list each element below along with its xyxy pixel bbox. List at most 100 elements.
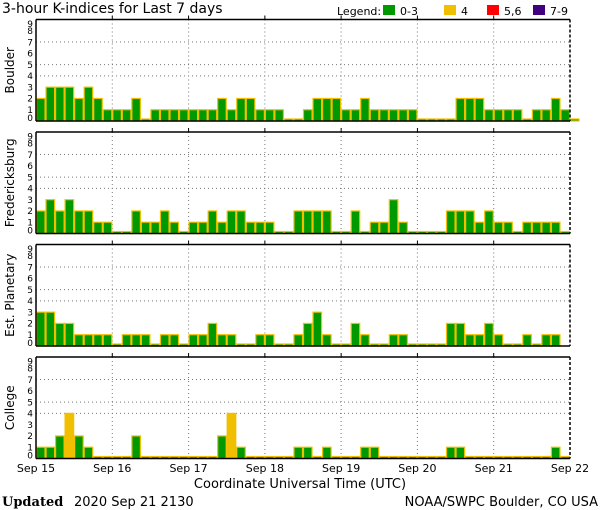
x-tick-label: Sep 16 (93, 462, 131, 475)
y-tick-label: 4 (27, 410, 33, 420)
bar (455, 97, 466, 122)
legend-swatch (533, 5, 545, 15)
x-tick-label: Sep 20 (398, 462, 436, 475)
bar (484, 322, 494, 347)
bar (236, 97, 246, 122)
bar (531, 109, 542, 122)
bar (102, 221, 113, 235)
bar (140, 334, 151, 347)
y-tick-label: 5 (27, 61, 33, 71)
bar (131, 210, 141, 235)
y-tick-label: 7 (27, 151, 33, 161)
bar (83, 86, 94, 122)
x-tick-label: Sep 21 (475, 462, 513, 475)
bar (445, 446, 456, 460)
bar (35, 97, 46, 122)
bar (93, 221, 103, 235)
bar (217, 221, 227, 235)
x-tick-label: Sep 19 (322, 462, 360, 475)
y-tick-label: 7 (27, 263, 33, 273)
bar (360, 334, 370, 347)
bar (45, 199, 56, 235)
credit: NOAA/SWPC Boulder, CO USA (405, 495, 598, 510)
bar (360, 446, 370, 460)
bar (455, 446, 466, 460)
y-tick-label: 2 (27, 320, 33, 330)
bar (293, 210, 304, 235)
bar (350, 210, 361, 235)
y-tick-label: 8 (27, 365, 33, 375)
bar (245, 221, 256, 235)
bar (522, 221, 532, 235)
bar (350, 109, 361, 122)
bar (474, 221, 485, 235)
panel-label: Fredericksburg (3, 138, 17, 227)
bar (465, 97, 475, 122)
y-tick-label: 6 (27, 162, 33, 172)
bar (550, 334, 561, 347)
legend-label: Legend: (337, 5, 381, 18)
bar (503, 109, 513, 122)
bar (64, 412, 75, 460)
y-tick-label: 4 (27, 185, 33, 195)
y-tick-label: 6 (27, 275, 33, 285)
y-tick-label: 5 (27, 398, 33, 408)
y-tick-label: 1 (27, 219, 33, 229)
y-tick-label: 0 (27, 339, 33, 349)
panel-label: Est. Planetary (3, 254, 17, 337)
bar (121, 109, 132, 122)
bar (93, 334, 103, 347)
bar (198, 334, 208, 347)
bar (64, 199, 75, 235)
bar (465, 210, 475, 235)
bar (188, 221, 199, 235)
bar (217, 334, 227, 347)
bar (350, 322, 361, 347)
updated-label: Updated (2, 495, 63, 510)
bar (74, 334, 84, 347)
bar (74, 97, 84, 122)
y-tick-label: 1 (27, 106, 33, 116)
bar (302, 109, 313, 122)
bar (312, 210, 323, 235)
bar (474, 334, 485, 347)
bar (54, 435, 65, 460)
bar (293, 334, 304, 347)
bar (264, 109, 275, 122)
bar (35, 446, 46, 460)
bar (54, 322, 65, 347)
x-tick-label: Sep 22 (551, 462, 589, 475)
bar (369, 446, 380, 460)
bar (255, 334, 265, 347)
bar (264, 334, 275, 347)
bar (321, 334, 332, 347)
bar (93, 97, 103, 122)
y-tick-label: 2 (27, 432, 33, 442)
bar (226, 109, 237, 122)
bar (121, 334, 132, 347)
bar (217, 435, 227, 460)
bar (388, 199, 399, 235)
bar (341, 109, 351, 122)
bar (178, 109, 189, 122)
y-tick-label: 6 (27, 387, 33, 397)
bar (83, 334, 94, 347)
bar (169, 334, 180, 347)
bar (207, 109, 218, 122)
bar (131, 435, 141, 460)
bar (112, 109, 122, 122)
bar (493, 334, 504, 347)
bar (45, 446, 56, 460)
bar (560, 109, 571, 122)
bar (226, 210, 237, 235)
y-tick-label: 9 (27, 245, 33, 255)
bar (54, 210, 65, 235)
bar (493, 221, 504, 235)
bar (493, 109, 504, 122)
bar (312, 311, 323, 347)
bar (512, 109, 523, 122)
bar (102, 334, 113, 347)
x-tick-label: Sep 17 (169, 462, 207, 475)
y-tick-label: 5 (27, 286, 33, 296)
bar (159, 210, 170, 235)
